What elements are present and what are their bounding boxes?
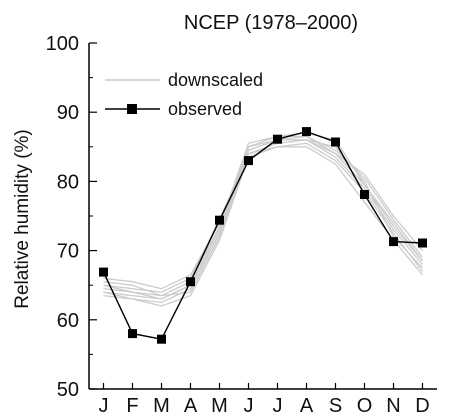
x-tick-label-7: J — [273, 395, 283, 417]
downscaled-series-line-2 — [103, 135, 424, 300]
x-tick-label-9: S — [329, 395, 342, 417]
legend: downscaled observed — [105, 70, 263, 119]
legend-observed-marker — [127, 104, 137, 114]
chart-title: NCEP (1978–2000) — [184, 12, 358, 34]
x-tick-label-1: J — [99, 395, 109, 417]
observed-point-12 — [418, 238, 427, 248]
observed-series-line — [102, 130, 423, 340]
axes — [88, 42, 437, 390]
observed-point-5 — [215, 215, 224, 225]
downscaled-series-line-8 — [103, 139, 424, 300]
x-tick-label-12: D — [415, 395, 429, 417]
observed-point-11 — [389, 237, 398, 247]
x-tick-label-8: A — [300, 395, 314, 417]
y-tick-label-90: 90 — [57, 102, 79, 124]
y-tick-label-50: 50 — [57, 379, 79, 401]
downscaled-series-group — [103, 132, 424, 307]
y-tick-label-80: 80 — [57, 171, 79, 193]
observed-point-4 — [186, 277, 195, 287]
x-tick-label-5: M — [211, 395, 228, 417]
observed-point-8 — [302, 127, 311, 137]
downscaled-series-line-7 — [103, 146, 423, 297]
downscaled-series-line-1 — [103, 139, 423, 304]
observed-series-group — [99, 127, 427, 344]
x-tick-label-10: O — [357, 395, 373, 417]
legend-observed-label: observed — [168, 99, 242, 119]
observed-point-7 — [273, 134, 282, 144]
observed-point-9 — [331, 137, 340, 147]
x-tick-label-4: A — [184, 395, 198, 417]
x-tick-label-11: N — [386, 395, 400, 417]
observed-point-10 — [360, 190, 369, 199]
downscaled-series-line-4 — [103, 132, 423, 297]
y-tick-label-60: 60 — [57, 310, 79, 332]
observed-point-1 — [99, 267, 108, 277]
observed-point-2 — [128, 329, 137, 339]
x-tick-label-2: F — [126, 395, 138, 417]
downscaled-series-line-5 — [103, 135, 423, 290]
downscaled-series-line-6 — [103, 142, 424, 307]
x-tick-label-3: M — [153, 395, 170, 417]
y-axis-label: Relative humidity (%) — [12, 129, 33, 309]
legend-downscaled-label: downscaled — [168, 70, 263, 90]
observed-point-6 — [244, 156, 253, 166]
x-tick-label-6: J — [244, 395, 254, 417]
observed-point-3 — [157, 334, 166, 344]
y-tick-label-70: 70 — [57, 241, 79, 263]
y-tick-label-100: 100 — [46, 33, 79, 55]
